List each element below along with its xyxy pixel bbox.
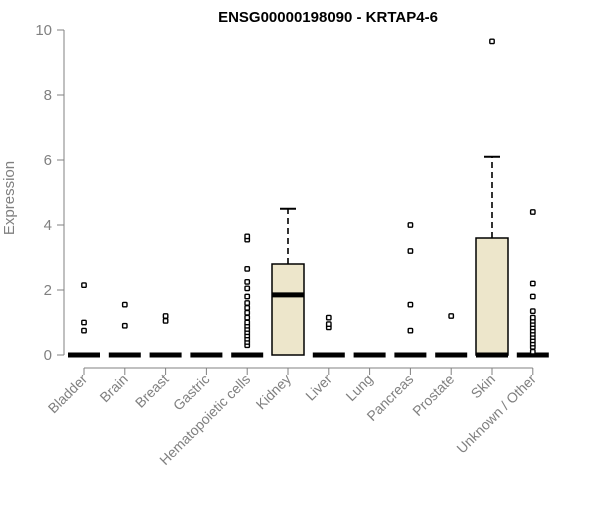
outlier-point [489,38,495,45]
y-axis-label: Expression [1,161,18,235]
x-tick-label: Kidney [253,371,295,413]
x-tick-label: Brain [96,371,130,405]
chart-title: ENSG00000198090 - KRTAP4-6 [218,9,438,26]
box-body [475,237,509,356]
x-tick-label: Prostate [409,371,457,419]
outlier-point [407,327,414,334]
outlier-point [244,319,251,326]
outlier-point [529,308,536,315]
outlier-point [448,313,455,319]
box-liver [312,314,345,358]
outlier-point [162,313,169,319]
y-tick-label: 2 [44,282,52,299]
x-tick-label: Lung [342,371,375,404]
outlier-point [325,321,332,328]
box-pancreas [394,222,427,358]
outlier-point [81,282,87,289]
outlier-point [121,322,128,329]
outlier-point [244,309,251,316]
outlier-point [529,293,536,300]
outlier-point [244,278,251,285]
x-tick-label: Bladder [45,371,91,417]
box-bladder [68,282,100,358]
box-prostate [435,313,468,358]
outlier-point [529,209,536,215]
y-tick-label: 10 [35,22,52,39]
y-tick-label: 4 [44,217,52,234]
boxes [68,38,549,358]
box-breast [149,313,182,358]
outlier-point [529,280,536,287]
outlier-point [407,248,414,254]
y-tick-label: 6 [44,152,52,169]
x-tick-label: Liver [302,371,335,404]
x-tick-label: Breast [132,371,172,411]
outlier-point [244,285,251,292]
box-unknown-other [516,209,549,358]
outlier-point [244,304,251,311]
box-body [271,263,305,356]
outlier-point [407,222,414,228]
outlier-point [244,314,251,321]
outlier-point [529,348,536,355]
outlier-point [81,319,87,326]
outlier-point [325,314,332,321]
outlier-point [81,327,87,334]
y-tick-label: 8 [44,87,52,104]
outlier-point [121,301,128,308]
outlier-point [244,300,251,306]
outlier-point [244,265,251,272]
outlier-point [162,317,169,324]
outlier-point [244,293,251,300]
outlier-point [529,314,536,321]
outlier-point [244,233,251,240]
outlier-point [407,301,414,308]
y-tick-label: 0 [44,347,52,364]
box-kidney [271,207,305,356]
box-hematopoietic-cells [231,233,264,358]
x-tick-label: Skin [468,371,499,402]
box-brain [108,301,141,358]
box-skin [475,38,509,358]
